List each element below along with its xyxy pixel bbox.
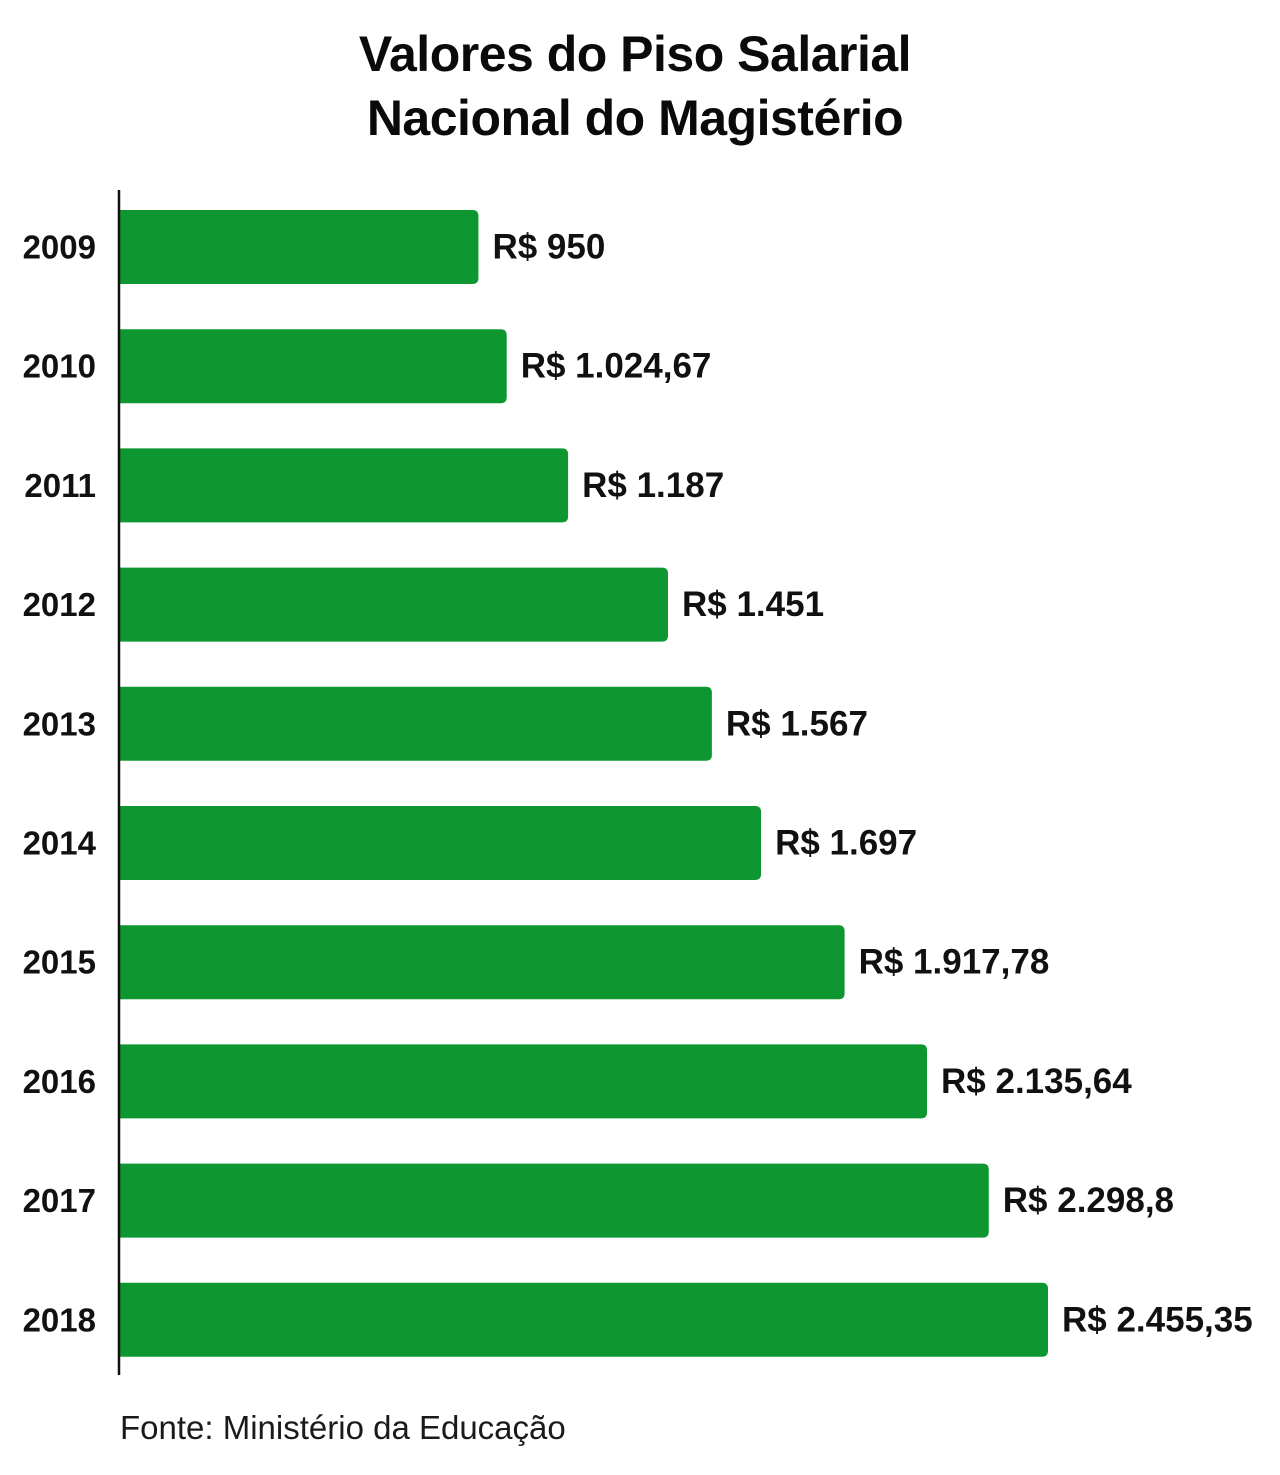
value-label-2017: R$ 2.298,8 [1003,1181,1174,1220]
bar-2014 [119,806,762,880]
bar-2018 [119,1282,1048,1357]
bar-2013 [119,686,712,761]
category-label-2018: 2018 [23,1301,96,1338]
category-label-2016: 2016 [23,1063,96,1100]
chart-title-line-2: Nacional do Magistério [366,90,904,146]
category-label-2015: 2015 [23,944,96,981]
bars-group: 2009 R$ 950 2010 R$ 1.024,67 2011 R$ 1.187 201… [23,210,1253,1357]
bar-2015 [119,925,845,1000]
category-label-2010: 2010 [23,348,96,385]
value-label-2011: R$ 1.187 [582,466,724,505]
value-label-2012: R$ 1.451 [682,585,824,624]
category-label-2012: 2012 [23,586,96,623]
value-label-2014: R$ 1.697 [775,824,917,863]
category-label-2011: 2011 [24,467,96,504]
chart-title-line-1: Valores do Piso Salarial [358,26,912,82]
bar-2010 [119,329,507,404]
category-label-2017: 2017 [23,1182,96,1219]
bar-2012 [119,567,668,642]
value-label-2010: R$ 1.024,67 [521,347,712,386]
value-label-2018: R$ 2.455,35 [1062,1300,1253,1339]
source-note: Fonte: Ministério da Educação [120,1409,566,1446]
value-label-2015: R$ 1.917,78 [859,943,1050,982]
category-label-2014: 2014 [23,825,97,862]
value-label-2009: R$ 950 [492,228,605,267]
bar-2016 [119,1044,928,1119]
chart-title: Valores do Piso Salarial Nacional do Mag… [0,22,1270,150]
bar-2011 [119,448,569,523]
value-label-2013: R$ 1.567 [726,704,868,743]
bar-2009 [119,210,479,284]
bar-2017 [119,1163,989,1238]
category-label-2009: 2009 [23,229,96,266]
value-label-2016: R$ 2.135,64 [941,1062,1132,1101]
category-label-2013: 2013 [23,705,96,742]
